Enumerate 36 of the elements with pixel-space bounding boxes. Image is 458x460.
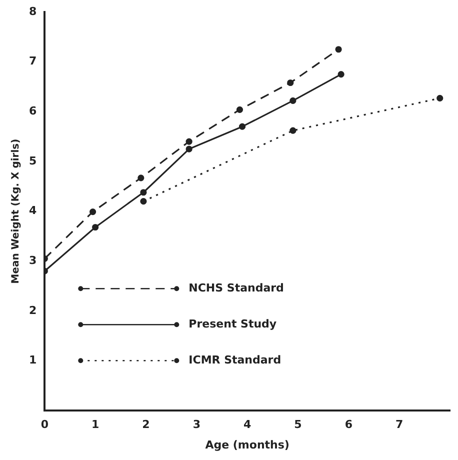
point <box>89 208 96 216</box>
point <box>338 70 344 78</box>
y-axis-title: Mean Weight (Kg. X girls) <box>10 138 22 284</box>
legend-label: Present Study <box>188 317 277 330</box>
point <box>186 146 192 152</box>
x-tick-label: 4 <box>244 418 252 432</box>
point <box>140 198 147 205</box>
point <box>436 94 444 102</box>
y-tick-label: 2 <box>29 304 37 317</box>
x-tick-label: 0 <box>40 418 49 432</box>
x-tick-label: 3 <box>192 418 200 432</box>
x-tick-label: 7 <box>396 418 404 432</box>
y-tick-label: 8 <box>29 4 37 18</box>
point <box>138 174 144 182</box>
point <box>290 127 296 134</box>
x-tick-label: 5 <box>294 418 302 432</box>
point <box>335 46 342 53</box>
y-tick-label: 5 <box>29 154 37 168</box>
y-tick-label: 7 <box>29 54 37 68</box>
x-tick-label: 1 <box>91 418 100 432</box>
point <box>238 123 246 130</box>
point <box>236 106 244 113</box>
point <box>140 189 147 196</box>
point <box>186 138 192 145</box>
point <box>290 97 296 104</box>
legend-label: NCHS Standard <box>188 281 284 294</box>
x-axis-title: Age (months) <box>205 438 290 452</box>
x-tick-label: 2 <box>142 418 150 432</box>
y-tick-label: 3 <box>29 254 37 267</box>
y-tick-label: 1 <box>29 354 37 367</box>
legend-label: ICMR Standard <box>188 353 282 366</box>
point <box>287 79 294 86</box>
y-tick-label: 6 <box>29 104 37 118</box>
point <box>92 224 99 231</box>
y-tick-label: 4 <box>29 204 37 218</box>
x-tick-label: 6 <box>344 418 353 432</box>
